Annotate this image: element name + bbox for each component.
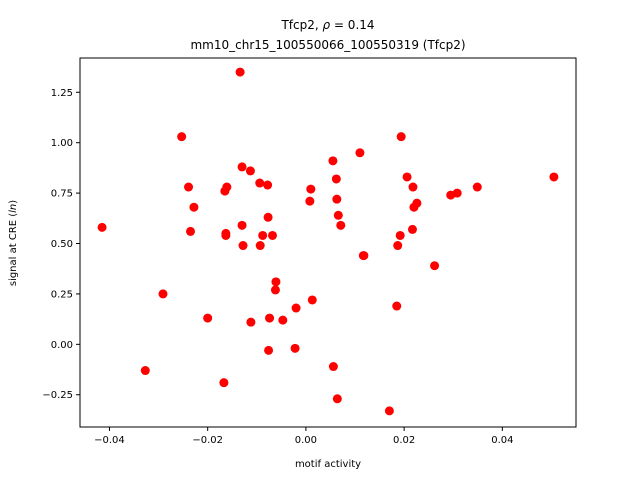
x-tick-label: −0.02	[192, 435, 223, 446]
data-point-24	[264, 345, 274, 355]
data-point-20	[255, 241, 265, 251]
data-point-41	[336, 220, 346, 230]
x-tick-label: 0.00	[295, 435, 317, 446]
data-point-17	[245, 166, 255, 176]
data-point-14	[237, 162, 247, 172]
y-tick-label: 0.25	[51, 289, 73, 300]
data-point-59	[549, 172, 559, 182]
data-point-47	[393, 241, 403, 251]
data-point-22	[263, 180, 273, 190]
data-point-31	[291, 303, 301, 313]
data-point-33	[306, 184, 316, 194]
data-points	[97, 67, 559, 416]
data-point-42	[355, 148, 365, 158]
data-point-45	[384, 406, 394, 416]
x-tick-label: 0.04	[491, 435, 513, 446]
data-point-6	[189, 202, 199, 212]
data-point-38	[332, 194, 342, 204]
data-point-0	[97, 222, 107, 232]
data-point-50	[402, 172, 412, 182]
y-tick-label: 1.25	[51, 88, 73, 99]
data-point-7	[203, 313, 213, 323]
data-point-54	[412, 198, 422, 208]
data-point-2	[158, 289, 168, 299]
data-point-55	[430, 261, 440, 271]
data-point-11	[222, 182, 232, 192]
data-point-51	[407, 224, 417, 234]
data-point-1	[140, 366, 150, 376]
data-point-46	[392, 301, 402, 311]
data-point-52	[408, 182, 418, 192]
y-tick-label: 0.75	[51, 189, 73, 200]
data-point-39	[332, 394, 342, 404]
x-tick-label: −0.04	[94, 435, 125, 446]
chart-title-line1: Tfcp2, ρ = 0.14	[280, 18, 374, 32]
data-point-13	[235, 67, 245, 77]
data-point-48	[395, 230, 405, 240]
y-tick-label: 0.50	[51, 239, 73, 250]
data-point-23	[263, 212, 273, 222]
y-tick-label: −0.25	[42, 390, 73, 401]
data-point-4	[184, 182, 194, 192]
data-point-35	[328, 156, 338, 166]
x-axis-ticks: −0.04 −0.02 0.00 0.02 0.04	[94, 427, 513, 446]
y-tick-label: 0.00	[51, 340, 73, 351]
data-point-27	[271, 277, 281, 287]
data-point-28	[270, 285, 280, 295]
data-point-49	[396, 132, 406, 142]
data-point-32	[305, 196, 315, 206]
data-point-21	[258, 230, 268, 240]
y-axis-ticks: −0.25 0.00 0.25 0.50 0.75 1.00 1.25	[42, 88, 80, 401]
data-point-44	[359, 251, 369, 261]
x-tick-label: 0.02	[393, 435, 415, 446]
data-point-57	[452, 188, 462, 198]
data-point-34	[307, 295, 317, 305]
data-point-5	[186, 226, 195, 236]
data-point-26	[268, 230, 278, 240]
data-point-16	[238, 241, 248, 251]
data-point-30	[290, 343, 300, 353]
data-point-37	[331, 174, 341, 184]
data-point-12	[221, 230, 231, 240]
data-point-18	[246, 317, 256, 327]
x-axis-label: motif activity	[295, 459, 361, 470]
data-point-40	[333, 210, 343, 220]
y-axis-label: signal at CRE (ln)	[8, 200, 19, 286]
chart-title-line2: mm10_chr15_100550066_100550319 (Tfcp2)	[190, 38, 465, 52]
data-point-8	[219, 378, 229, 388]
plot-frame	[79, 57, 577, 428]
data-point-15	[237, 220, 247, 230]
data-point-36	[328, 362, 338, 372]
y-tick-label: 1.00	[51, 138, 73, 149]
data-point-19	[255, 178, 265, 188]
data-point-25	[265, 313, 275, 323]
data-point-3	[177, 132, 187, 142]
data-point-29	[278, 315, 288, 325]
data-point-58	[472, 182, 482, 192]
